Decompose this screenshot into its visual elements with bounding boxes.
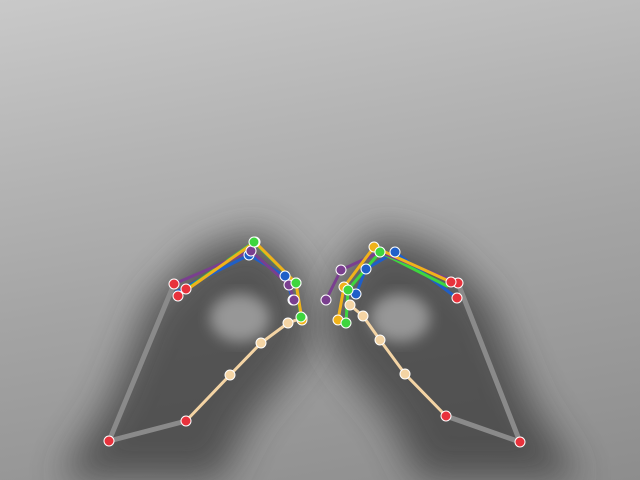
right-hand-thumb-joint (374, 334, 386, 346)
right-hand-middle-bone (372, 245, 453, 284)
right-hand-middle-bone (336, 285, 346, 322)
left-hand-palm-line (106, 418, 189, 444)
right-hand-palm-line (455, 280, 523, 445)
right-hand-thumb-joint (399, 368, 411, 380)
right-hand-palm-line (443, 413, 523, 445)
right-hand-thumb-joint (357, 310, 369, 322)
right-hand-index-bone (339, 250, 382, 272)
left-hand-thumb-base (180, 415, 192, 427)
left-hand-index-joint (288, 294, 300, 306)
right-hand-index-bone (324, 268, 343, 302)
right-hand-thumb-base (440, 410, 452, 422)
left-hand-ring-joint (290, 277, 302, 289)
right-hand-thumb-bone (403, 372, 448, 418)
right-hole (370, 294, 430, 342)
left-hand-thumb-joint (255, 337, 267, 349)
right-hand-pinky-joint (389, 246, 401, 258)
left-hand-ring-joint (248, 236, 260, 248)
left-hand-index-bone (172, 249, 253, 286)
left-hand-thumb-bone (184, 373, 232, 423)
right-hand-finger-base (445, 276, 457, 288)
right-hand-ring-joint (340, 317, 352, 329)
right-hand-wrist (514, 436, 526, 448)
left-hand-palm-line (106, 281, 177, 444)
finger-holes (210, 294, 430, 342)
left-hand-thumb-bone (259, 321, 290, 345)
right-hand-thumb-bone (378, 338, 407, 376)
right-hand-index-joint (335, 264, 347, 276)
left-hand-index-joint (245, 245, 257, 257)
right-hand-middle-bone (342, 245, 376, 289)
right-hand-ring-joint (374, 246, 386, 258)
left-hand-thumb-bone (228, 341, 263, 377)
right-hand-finger-base (451, 292, 463, 304)
right-hand-pinky-joint (360, 263, 372, 275)
left-hole (210, 294, 270, 342)
right-hand-index-joint (320, 294, 332, 306)
left-hand-finger-base (168, 278, 180, 290)
left-hand-wrist (103, 435, 115, 447)
left-hand-ring-joint (295, 311, 307, 323)
left-hand-thumb-joint (224, 369, 236, 381)
right-hand-ring-joint (342, 284, 354, 296)
right-hand-shadow (325, 230, 580, 480)
left-hand-finger-base (180, 283, 192, 295)
left-hand-shadow (60, 230, 315, 480)
left-hand-pinky-joint (279, 270, 291, 282)
left-hand-thumb-joint (282, 317, 294, 329)
left-hand-finger-base (172, 290, 184, 302)
right-hand-thumb-joint (344, 299, 356, 311)
